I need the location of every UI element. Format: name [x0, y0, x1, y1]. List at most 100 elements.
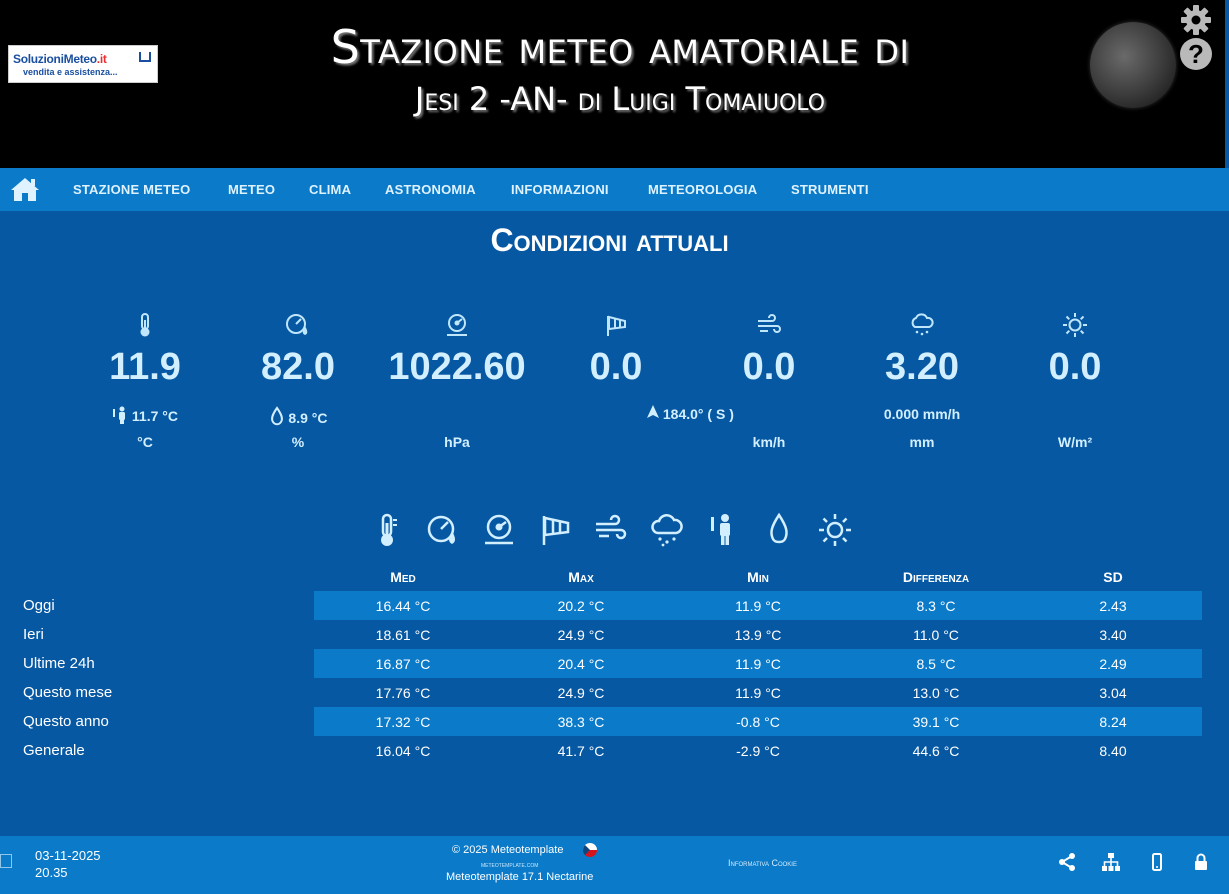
windsock-icon[interactable] — [538, 512, 572, 548]
site-header: SoluzioniMeteo.it vendita e assistenza..… — [0, 0, 1225, 168]
person-icon[interactable] — [706, 512, 740, 548]
dewpoint: 8.9 °C — [213, 406, 383, 426]
table-cell: -2.9 °C — [736, 743, 780, 759]
share-icon[interactable] — [1057, 852, 1077, 872]
wind-speed-block[interactable]: 0.0 km/h — [684, 312, 854, 450]
nav-meteo[interactable]: METEO — [228, 182, 276, 197]
table-cell: 17.32 °C — [375, 714, 431, 730]
table-cell: 2.43 — [1099, 598, 1127, 614]
nav-informazioni[interactable]: INFORMAZIONI — [511, 182, 609, 197]
table-cell: 44.6 °C — [912, 743, 960, 759]
dewpoint-icon — [270, 406, 283, 426]
footer-site[interactable]: meteotemplate.com — [481, 862, 539, 869]
gear-icon[interactable] — [1180, 4, 1212, 36]
rain-block[interactable]: 3.20 0.000 mm/h mm — [837, 312, 1007, 450]
sitemap-icon[interactable] — [1101, 852, 1121, 872]
footer-copyright[interactable]: © 2025 Meteotemplate — [452, 844, 564, 856]
pressure-icon — [447, 314, 467, 336]
czech-flag-icon — [583, 843, 597, 857]
wind-gust-value: 0.0 — [589, 346, 643, 388]
table-cell: 11.0 °C — [913, 627, 959, 643]
row-stripe — [314, 649, 1202, 678]
row-label-ieri: Ieri — [23, 626, 44, 643]
pressure-unit: hPa — [444, 434, 470, 450]
temperature-value: 11.9 — [109, 346, 181, 388]
table-cell: 13.0 °C — [912, 685, 960, 701]
humidity-value: 82.0 — [261, 346, 335, 388]
row-label-questo-anno: Questo anno — [23, 713, 109, 730]
sun-icon — [1063, 313, 1087, 337]
row-label-generale: Generale — [23, 742, 85, 759]
solar-value: 0.0 — [1048, 346, 1102, 388]
nav-stazione-meteo[interactable]: STAZIONE METEO — [73, 182, 191, 197]
mobile-icon[interactable] — [1147, 852, 1167, 872]
table-cell: 2.49 — [1099, 656, 1127, 672]
col-header-differenza: Differenza — [902, 569, 970, 585]
col-header-med: Med — [390, 569, 416, 585]
wind-speed-value: 0.0 — [742, 346, 796, 388]
cart-icon — [139, 52, 151, 62]
lock-icon[interactable] — [1191, 852, 1211, 872]
nav-astronomia[interactable]: ASTRONOMIA — [385, 182, 476, 197]
table-cell: 24.9 °C — [557, 627, 605, 643]
table-cell: 11.9 °C — [735, 598, 781, 614]
col-header-sd: SD — [1103, 569, 1123, 585]
humidity-icon — [286, 314, 308, 335]
table-cell: 38.3 °C — [557, 714, 605, 730]
table-cell: 18.61 °C — [375, 627, 431, 643]
pressure-block[interactable]: 1022.60 hPa — [372, 312, 542, 450]
table-cell: 16.04 °C — [375, 743, 431, 759]
page-title: Stazione meteo amatoriale di — [330, 20, 910, 74]
rain-value: 3.20 — [885, 346, 959, 388]
table-cell: 8.24 — [1099, 714, 1127, 730]
page-subtitle: Jesi 2 -AN- di Luigi Tomaiuolo — [414, 80, 826, 118]
footer-version: Meteotemplate 17.1 Nectarine — [446, 871, 594, 883]
table-cell: 3.04 — [1099, 685, 1127, 701]
table-cell: 16.87 °C — [375, 656, 431, 672]
nav-strumenti[interactable]: STRUMENTI — [791, 182, 869, 197]
table-cell: 3.40 — [1099, 627, 1127, 643]
table-cell: 17.76 °C — [375, 685, 431, 701]
humidity-unit: % — [291, 434, 305, 450]
moon-phase-icon[interactable] — [1090, 22, 1176, 108]
sun-icon[interactable] — [818, 512, 852, 548]
wind-gust-block[interactable]: 0.0 — [531, 312, 701, 389]
row-stripe — [314, 707, 1202, 736]
rain-icon — [911, 313, 934, 336]
row-label-questo-mese: Questo mese — [23, 684, 113, 701]
rain-rate: 0.000 mm/h — [883, 406, 961, 422]
table-cell: 41.7 °C — [557, 743, 605, 759]
humidity-icon[interactable] — [426, 512, 460, 548]
home-icon[interactable] — [10, 176, 40, 202]
pressure-icon[interactable] — [482, 512, 516, 548]
solar-block[interactable]: 0.0 W/m² — [990, 312, 1160, 450]
nav-clima[interactable]: CLIMA — [309, 182, 352, 197]
table-cell: 13.9 °C — [734, 627, 782, 643]
cookie-policy-link[interactable]: Informativa Cookie — [728, 858, 797, 868]
humidity-block[interactable]: 82.0 8.9 °C % — [213, 312, 383, 450]
help-icon[interactable]: ? — [1180, 38, 1212, 70]
row-stripe — [314, 591, 1202, 620]
thermometer-icon — [140, 313, 150, 337]
wind-direction: 184.0° ( S ) — [647, 405, 734, 422]
rain-icon[interactable] — [650, 512, 684, 548]
thermometer-icon[interactable] — [372, 512, 406, 548]
rain-unit: mm — [909, 434, 935, 450]
table-cell: 24.9 °C — [557, 685, 605, 701]
pressure-value: 1022.60 — [388, 346, 526, 388]
logo-brand: SoluzioniMeteo.it — [13, 52, 107, 66]
person-icon — [113, 406, 126, 424]
nav-meteorologia[interactable]: METEOROLOGIA — [648, 182, 758, 197]
temperature-block[interactable]: 11.9 11.7 °C °C — [60, 312, 230, 450]
wind-direction-arrow-icon — [647, 405, 659, 418]
soluzionimeteo-logo[interactable]: SoluzioniMeteo.it vendita e assistenza..… — [8, 45, 158, 83]
table-cell: -0.8 °C — [736, 714, 780, 730]
table-cell: 39.1 °C — [912, 714, 960, 730]
broken-image-icon — [0, 854, 12, 868]
dewpoint-icon[interactable] — [762, 512, 796, 548]
solar-unit: W/m² — [1057, 434, 1093, 450]
table-cell: 11.9 °C — [735, 685, 781, 701]
wind-icon[interactable] — [594, 512, 628, 548]
table-cell: 8.3 °C — [916, 598, 956, 614]
footer-time: 20.35 — [35, 865, 68, 880]
